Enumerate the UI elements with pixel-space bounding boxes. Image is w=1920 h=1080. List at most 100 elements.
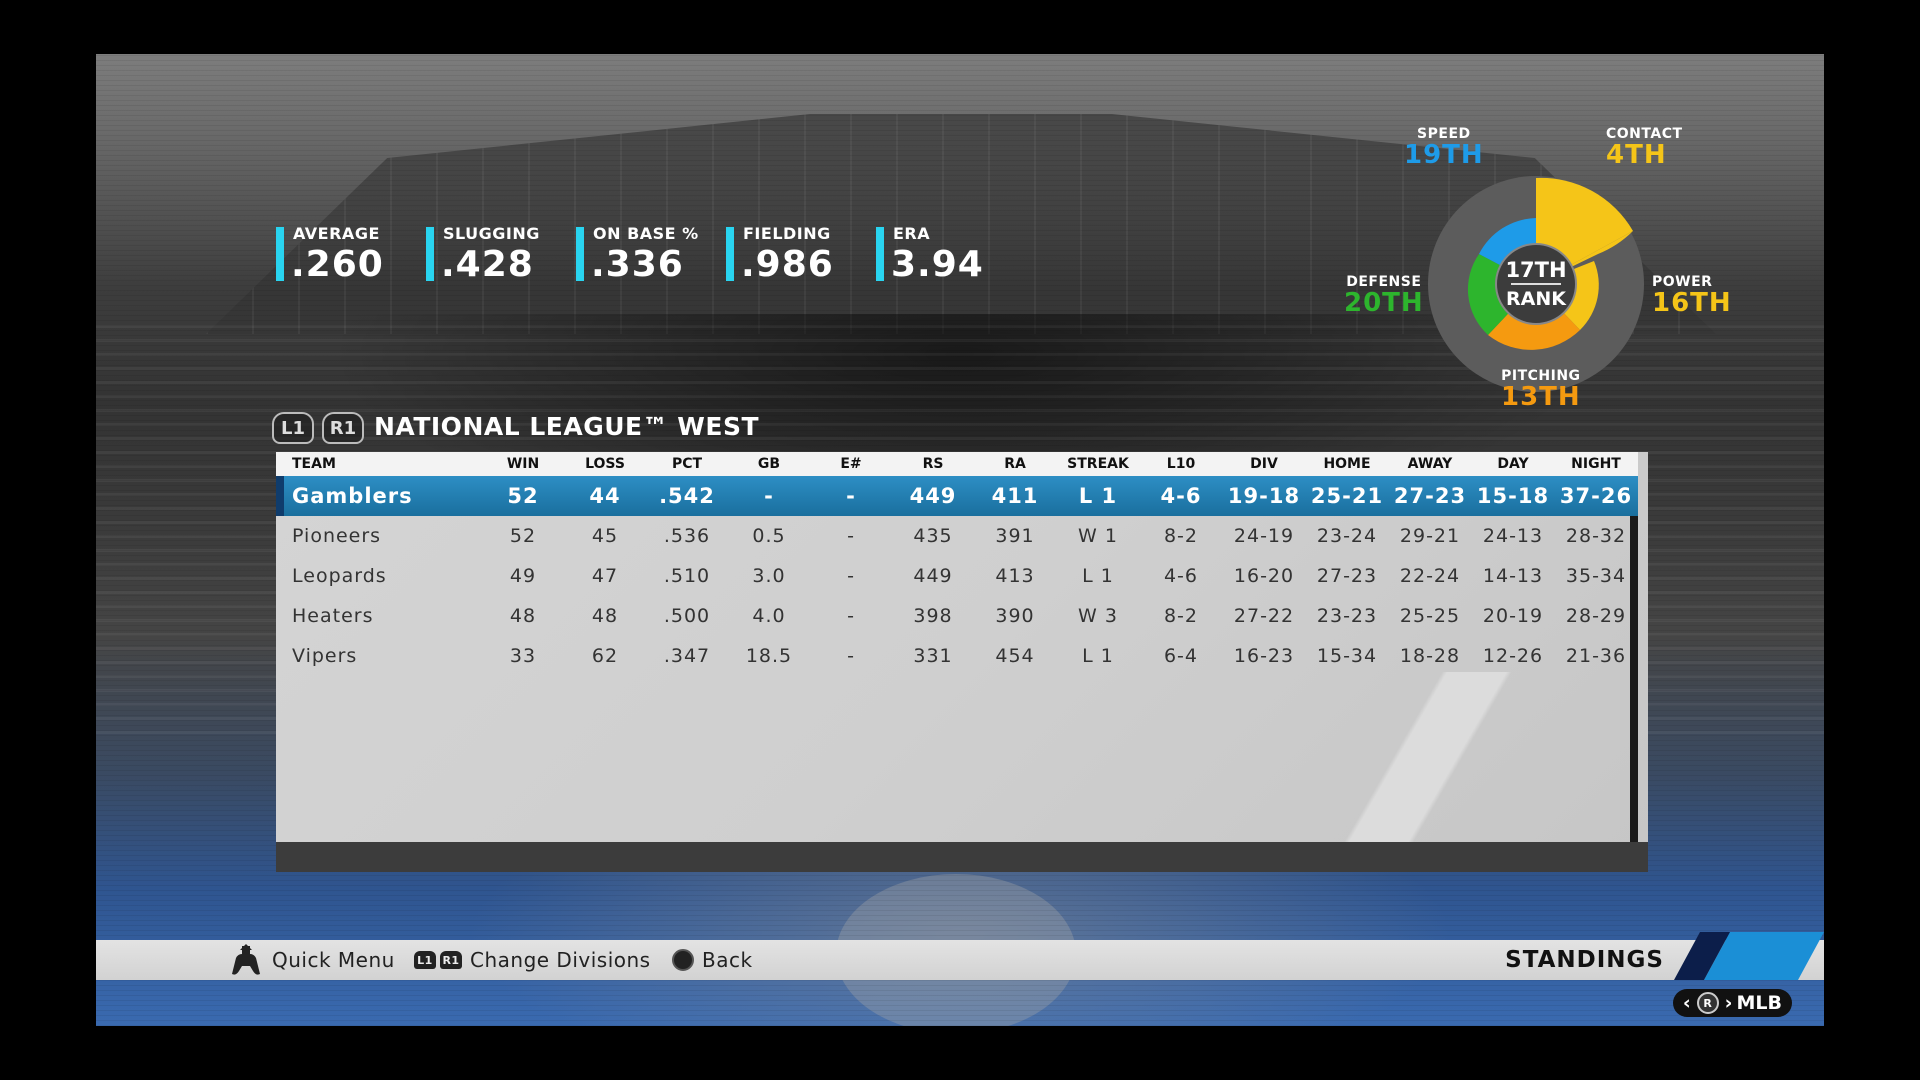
rank-wheel: 17TH RANK [1428, 176, 1644, 392]
table-row[interactable]: Heaters 48 48 .500 4.0 - 398 390 W 3 8-2 27-22 23-2… [276, 596, 1638, 636]
tab-label: MLB [1736, 992, 1783, 1014]
col-header-rs: RS [892, 452, 974, 476]
cell-home: 23-24 [1316, 525, 1378, 547]
col-header-win: WIN [482, 452, 564, 476]
back-label: Back [702, 948, 753, 972]
stat-accent-bar [576, 227, 584, 281]
screen-title: STANDINGS [1505, 947, 1664, 973]
cell-rs: 449 [892, 476, 974, 516]
back-hint[interactable]: Back [672, 940, 753, 980]
touchpad-controller-icon [232, 944, 260, 975]
stat-label: AVERAGE [293, 224, 380, 243]
cell-div: 19-18 [1222, 476, 1306, 516]
stat-value: .428 [441, 244, 534, 285]
cell-rs: 435 [913, 525, 953, 547]
cell-div: 16-23 [1233, 645, 1295, 667]
cell-streak: W 1 [1078, 525, 1118, 547]
cell-win: 48 [509, 605, 537, 627]
cell-home: 25-21 [1306, 476, 1388, 516]
cell-gb: 4.0 [752, 605, 786, 627]
r-button-icon: R [1696, 992, 1719, 1014]
team-logo-badge [1674, 932, 1824, 980]
chevron-right-icon: › [1724, 992, 1733, 1014]
stat-accent-bar [876, 227, 884, 281]
cell-elim: - [810, 476, 892, 516]
team-rank-chart: 17TH RANK SPEED 19TH CONTACT 4TH DEFENSE… [1336, 124, 1736, 444]
cell-day: 12-26 [1482, 645, 1544, 667]
cell-home: 15-34 [1316, 645, 1378, 667]
cell-night: 37-26 [1554, 476, 1638, 516]
table-header-row: TEAM WIN LOSS PCT GB E# RS RA STREAK L10… [276, 452, 1638, 476]
pitching-rank: PITCHING 13TH [1501, 368, 1581, 410]
cell-streak: L 1 [1082, 645, 1114, 667]
pitching-label: PITCHING [1501, 368, 1581, 384]
col-header-day: DAY [1472, 452, 1554, 476]
cell-div: 16-20 [1233, 565, 1295, 587]
cell-win: 52 [509, 525, 537, 547]
contact-label: CONTACT [1606, 126, 1683, 142]
quick-menu-label: Quick Menu [272, 948, 395, 972]
stat-value: .260 [291, 244, 384, 285]
col-header-gb: GB [728, 452, 810, 476]
rank-label: RANK [1506, 288, 1567, 310]
cell-away: 29-21 [1399, 525, 1461, 547]
cell-rs: 449 [913, 565, 953, 587]
league-tab-nav[interactable]: ‹ R › MLB [1672, 989, 1792, 1017]
col-header-l10: L10 [1140, 452, 1222, 476]
cell-ra: 391 [995, 525, 1035, 547]
contact-rank: CONTACT 4TH [1606, 126, 1683, 168]
panel-footer [276, 842, 1648, 872]
cell-win: 49 [509, 565, 537, 587]
contact-value: 4TH [1606, 140, 1667, 170]
pitching-value: 13TH [1501, 382, 1581, 412]
cell-streak: L 1 [1056, 476, 1140, 516]
cell-rs: 331 [913, 645, 953, 667]
table-row[interactable]: Leopards 49 47 .510 3.0 - 449 413 L 1 4-6 16-20 27-… [276, 556, 1638, 596]
col-header-div: DIV [1222, 452, 1306, 476]
power-value: 16TH [1652, 288, 1732, 318]
table-row[interactable]: Vipers 33 62 .347 18.5 - 331 454 L 1 6-4 16-23 15-3… [276, 636, 1638, 676]
cell-div: 27-22 [1233, 605, 1295, 627]
cell-home: 23-23 [1316, 605, 1378, 627]
power-rank: POWER 16TH [1652, 274, 1732, 316]
cell-night: 21-36 [1565, 645, 1627, 667]
cell-day: 20-19 [1482, 605, 1544, 627]
quick-menu-hint[interactable]: Quick Menu [226, 940, 395, 980]
stat-label: ERA [893, 224, 931, 243]
table-row[interactable]: Gamblers 52 44.542- -449 411 L 1 4-6 19-18 25-21… [276, 476, 1638, 516]
cell-team: Heaters [292, 605, 374, 627]
power-label: POWER [1652, 274, 1713, 290]
scrollbar[interactable] [1630, 476, 1638, 842]
r1-key-icon: R1 [440, 951, 462, 969]
col-header-streak: STREAK [1056, 452, 1140, 476]
stat-value: 3.94 [891, 244, 984, 285]
rank-value: 17TH [1505, 258, 1566, 282]
cell-ra: 390 [995, 605, 1035, 627]
defense-value: 20TH [1344, 288, 1424, 318]
cell-team: Vipers [292, 645, 358, 667]
cell-ra: 411 [974, 476, 1056, 516]
cell-away: 25-25 [1399, 605, 1461, 627]
change-divisions-hint[interactable]: L1 R1 Change Divisions [414, 940, 651, 980]
cell-l10: 8-2 [1163, 605, 1199, 627]
standings-table: TEAM WIN LOSS PCT GB E# RS RA STREAK L10… [276, 452, 1638, 676]
cell-pct: .542 [646, 476, 728, 516]
col-header-night: NIGHT [1554, 452, 1638, 476]
defense-rank: DEFENSE 20TH [1344, 274, 1424, 316]
col-header-pct: PCT [646, 452, 728, 476]
change-divisions-label: Change Divisions [470, 948, 651, 972]
r1-button[interactable]: R1 [322, 412, 364, 444]
stat-value: .336 [591, 244, 684, 285]
circle-button-icon [672, 949, 694, 971]
cell-pct: .536 [663, 525, 711, 547]
l1-key-icon: L1 [414, 951, 436, 969]
table-row[interactable]: Pioneers 52 45 .536 0.5 - 435 391 W 1 8-2 24-19 23-… [276, 516, 1638, 556]
cell-win: 33 [509, 645, 537, 667]
cell-l10: 6-4 [1163, 645, 1199, 667]
division-title: NATIONAL LEAGUE™ WEST [374, 412, 760, 441]
cell-loss: 44 [564, 476, 646, 516]
cell-rs: 398 [913, 605, 953, 627]
standings-panel: TEAM WIN LOSS PCT GB E# RS RA STREAK L10… [276, 452, 1648, 872]
l1-button[interactable]: L1 [272, 412, 314, 444]
stat-accent-bar [726, 227, 734, 281]
